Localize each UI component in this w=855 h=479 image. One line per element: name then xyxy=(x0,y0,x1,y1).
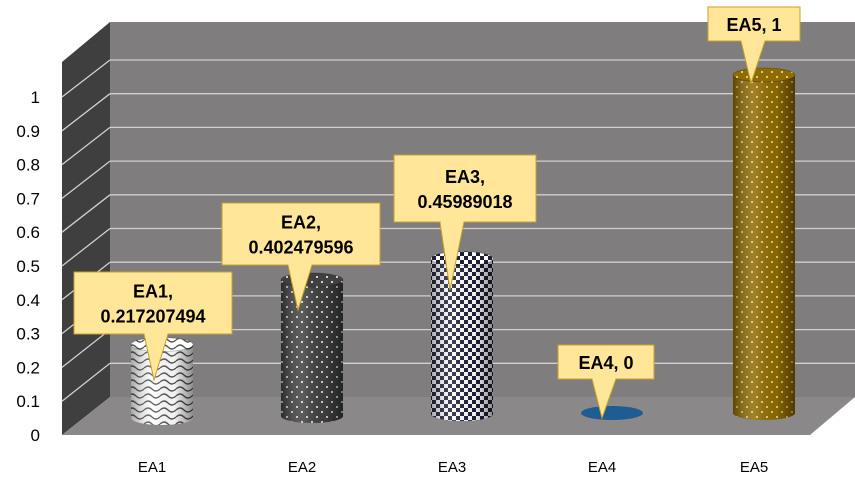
bar xyxy=(581,406,643,420)
data-label-text: 0.402479596 xyxy=(248,238,353,258)
bar-EA3 xyxy=(430,251,494,421)
bar-EA2 xyxy=(280,272,344,423)
data-label-text: EA2, xyxy=(281,213,321,233)
bars xyxy=(130,67,796,425)
data-label: EA3, 0.45989018 xyxy=(393,154,537,291)
y-tick-label: 0.6 xyxy=(16,223,40,242)
data-label: EA1, 0.217207494 xyxy=(73,271,233,382)
callout-box xyxy=(557,344,655,420)
data-label-text: EA3, xyxy=(445,167,485,187)
data-label-text: EA4, 0 xyxy=(578,353,633,373)
y-tick-label: 0.9 xyxy=(16,122,40,141)
x-tick-label: EA5 xyxy=(740,459,768,476)
x-axis: EA1 EA2 EA3 EA4 EA5 xyxy=(138,459,768,476)
gridline-side xyxy=(61,59,111,98)
bar-EA5 xyxy=(732,67,796,420)
y-tick-label: 0.1 xyxy=(16,392,40,411)
data-label: EA4, 0 xyxy=(557,344,655,420)
data-label-text: EA1, xyxy=(133,282,173,302)
callout-box xyxy=(393,154,537,291)
x-tick-label: EA1 xyxy=(138,459,166,476)
data-label-text: 0.45989018 xyxy=(417,192,512,212)
x-tick-label: EA3 xyxy=(438,459,466,476)
gridline-side xyxy=(61,194,111,233)
bar-shading xyxy=(733,75,795,420)
data-labels: EA1, 0.217207494 EA2, 0.402479596 EA3, 0.4598… xyxy=(73,6,801,420)
y-axis: 0 0.1 0.2 0.3 0.4 0.5 0.6 0.7 0.8 0.9 1 xyxy=(16,88,40,445)
bar-shading xyxy=(131,344,193,425)
gridline-side xyxy=(61,160,111,199)
x-tick-label: EA4 xyxy=(588,459,616,476)
bar-EA4 xyxy=(581,406,643,420)
y-tick-label: 0.5 xyxy=(16,257,40,276)
bar-top xyxy=(732,67,796,83)
data-label-text: 0.217207494 xyxy=(100,307,205,327)
y-tick-label: 0.2 xyxy=(16,358,40,377)
y-tick-label: 0 xyxy=(31,426,40,445)
bar-EA1 xyxy=(130,337,194,425)
y-tick-label: 0.4 xyxy=(16,291,40,310)
bar-shading xyxy=(431,258,493,421)
side-wall xyxy=(62,22,110,435)
y-tick-label: 0.8 xyxy=(16,156,40,175)
callout-box xyxy=(707,6,801,85)
x-tick-label: EA2 xyxy=(288,459,316,476)
gridline-side xyxy=(61,126,111,166)
callout-box xyxy=(73,271,233,382)
data-label-text: EA5, 1 xyxy=(726,15,781,35)
y-tick-label: 0.3 xyxy=(16,325,40,344)
data-label: EA5, 1 xyxy=(707,6,801,85)
gridline-side xyxy=(61,93,111,132)
y-tick-label: 0.7 xyxy=(16,189,40,208)
gridline-side xyxy=(61,329,111,368)
bar-top xyxy=(430,251,494,266)
y-tick-label: 1 xyxy=(31,88,40,107)
gridline-side xyxy=(61,362,111,402)
data-label: EA2, 0.402479596 xyxy=(221,202,381,312)
bar-shading xyxy=(281,279,343,423)
callout-box xyxy=(221,202,381,312)
gridline-side xyxy=(61,227,111,267)
